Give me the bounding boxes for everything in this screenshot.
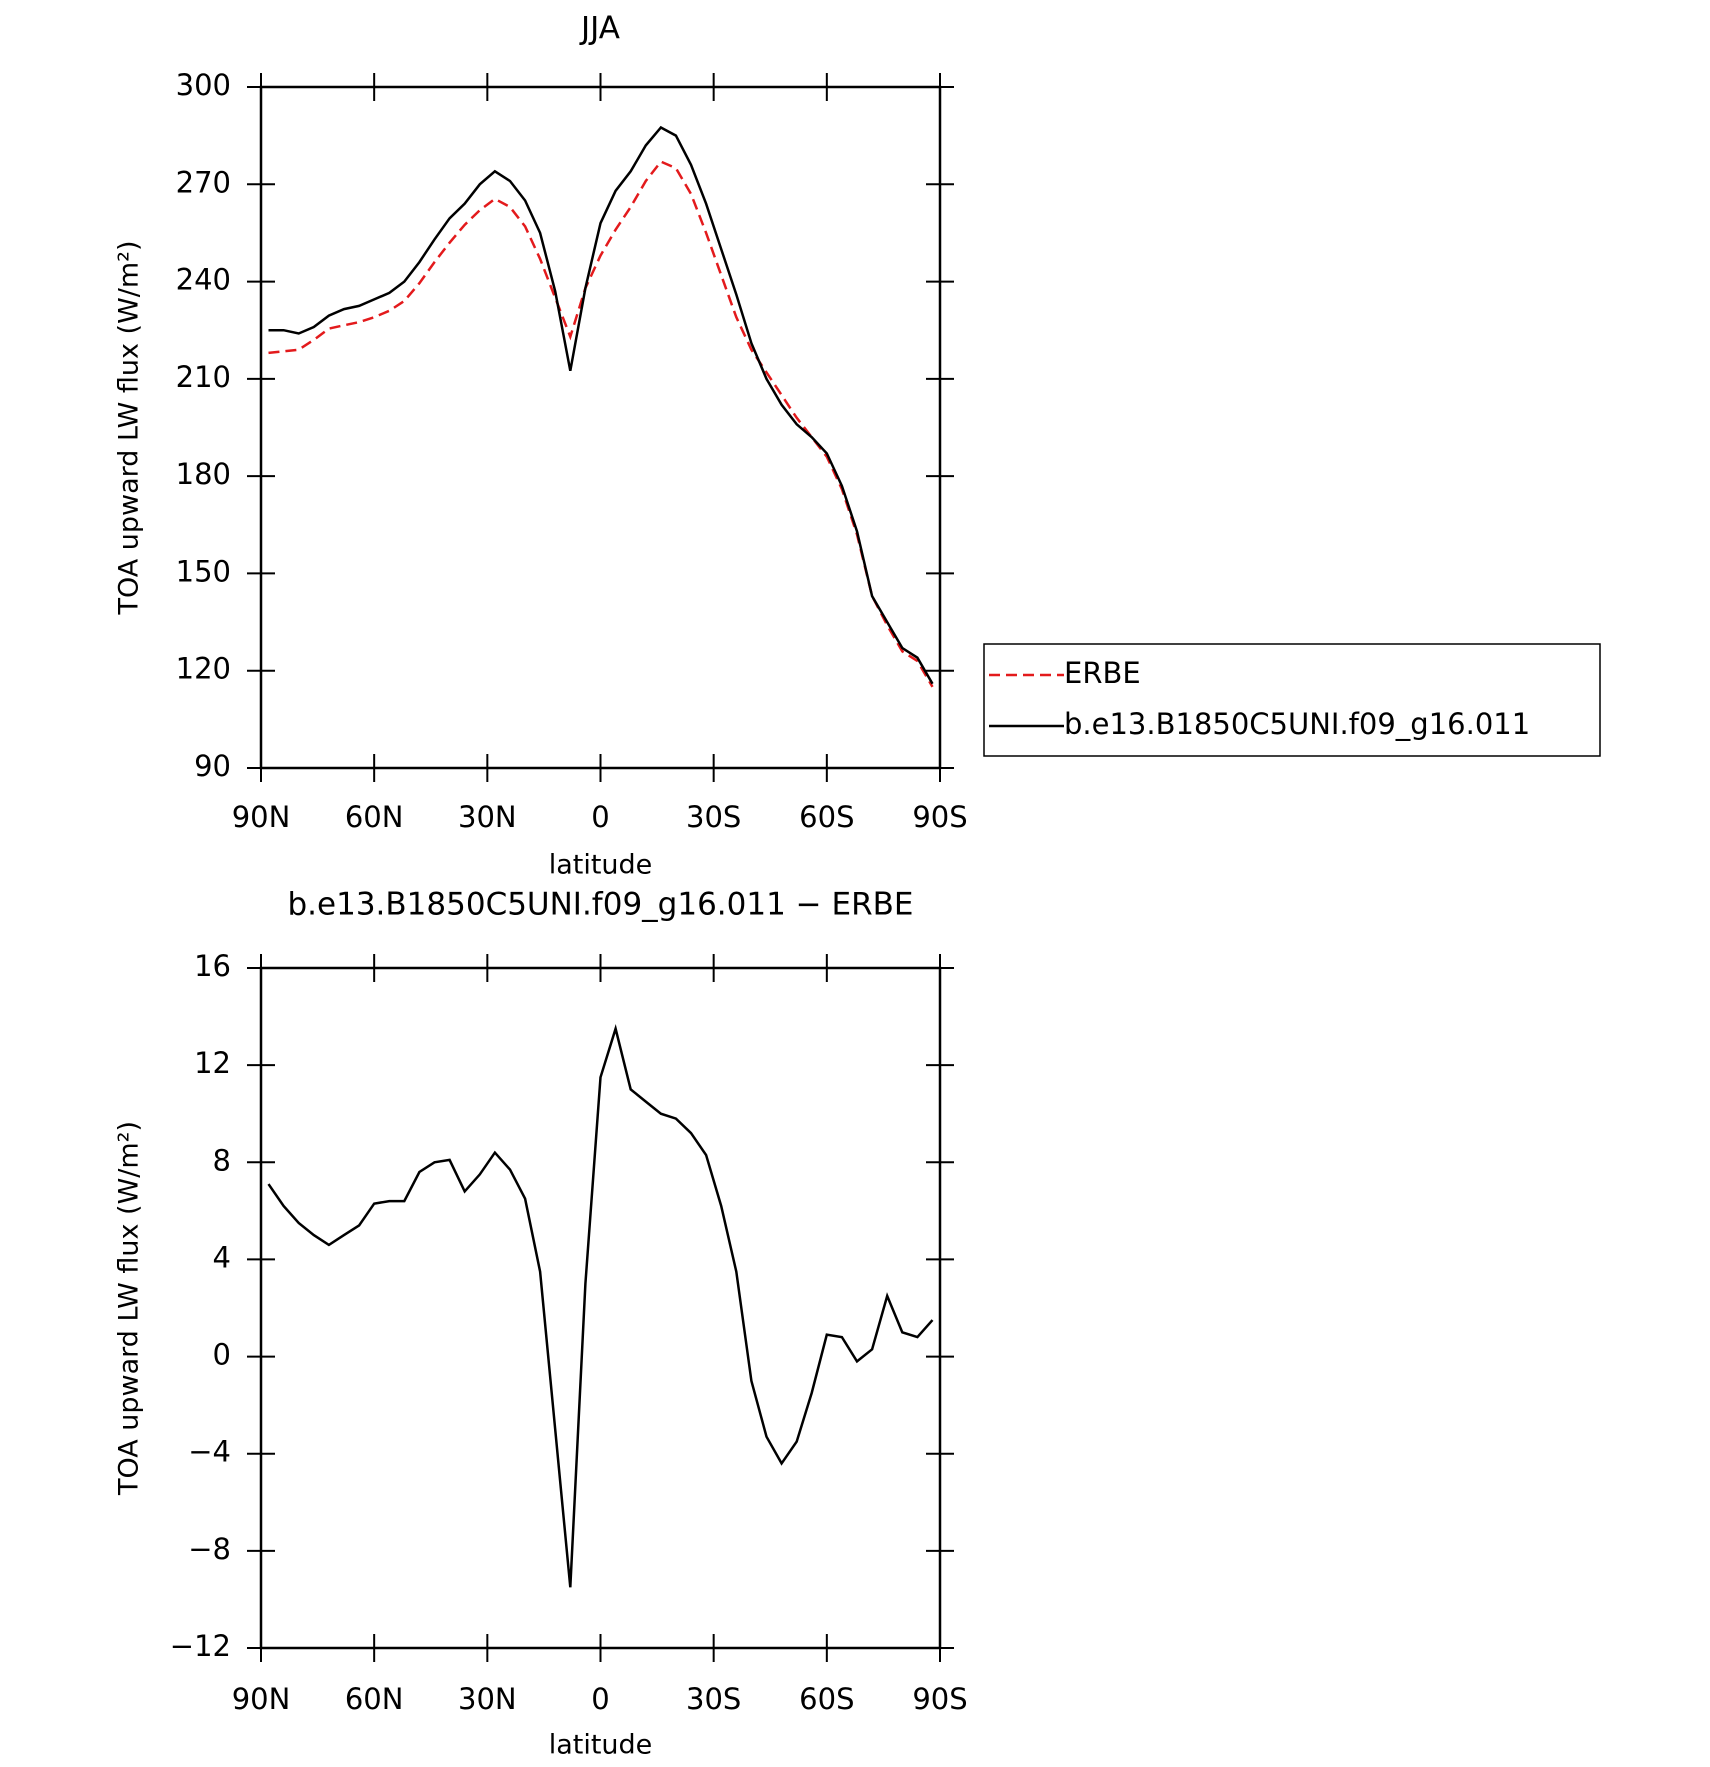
y-tick-label: 4 xyxy=(213,1240,231,1274)
legend-label: b.e13.B1850C5UNI.f09_g16.011 xyxy=(1064,707,1530,741)
y-tick-label: 90 xyxy=(194,749,231,783)
x-tick-label: 30N xyxy=(458,800,517,834)
y-axis-label: TOA upward LW flux (W/m²) xyxy=(114,1121,145,1496)
x-tick-label: 0 xyxy=(591,800,609,834)
x-tick-label: 90N xyxy=(232,1682,291,1716)
x-tick-label: 90S xyxy=(912,1682,967,1716)
legend-box xyxy=(983,643,1601,757)
y-tick-label: −12 xyxy=(170,1629,231,1663)
x-tick-label: 30S xyxy=(686,800,741,834)
x-tick-label: 90S xyxy=(912,800,967,834)
x-axis-label: latitude xyxy=(549,1730,653,1761)
chart-title: JJA xyxy=(579,11,620,47)
data-line xyxy=(268,160,934,688)
chart-title: b.e13.B1850C5UNI.f09_g16.011 − ERBE xyxy=(288,887,914,923)
x-tick-label: 60S xyxy=(799,800,854,834)
data-line xyxy=(267,1024,934,1588)
y-tick-label: 0 xyxy=(213,1338,231,1372)
x-axis-label: latitude xyxy=(549,850,653,881)
y-tick-label: 8 xyxy=(213,1143,231,1177)
y-axis-label: TOA upward LW flux (W/m²) xyxy=(114,240,145,615)
y-tick-label: 150 xyxy=(176,554,231,588)
x-tick-label: 30S xyxy=(686,1682,741,1716)
x-tick-label: 60S xyxy=(799,1682,854,1716)
y-tick-label: 210 xyxy=(176,360,231,394)
y-tick-label: 240 xyxy=(176,263,231,297)
y-tick-label: 16 xyxy=(194,949,231,983)
y-tick-label: 120 xyxy=(176,652,231,686)
x-tick-label: 0 xyxy=(591,1682,609,1716)
plot-frame xyxy=(259,85,942,770)
plot-frame xyxy=(259,966,942,1650)
y-tick-label: 180 xyxy=(176,457,231,491)
y-tick-label: −8 xyxy=(188,1532,231,1566)
y-tick-label: −4 xyxy=(188,1435,231,1469)
x-tick-label: 30N xyxy=(458,1682,517,1716)
y-tick-label: 300 xyxy=(176,68,231,102)
y-tick-label: 12 xyxy=(194,1046,231,1080)
x-tick-label: 90N xyxy=(232,800,291,834)
x-tick-label: 60N xyxy=(345,800,404,834)
data-line xyxy=(268,125,934,685)
legend-label: ERBE xyxy=(1064,656,1141,690)
y-tick-label: 270 xyxy=(176,165,231,199)
x-tick-label: 60N xyxy=(345,1682,404,1716)
